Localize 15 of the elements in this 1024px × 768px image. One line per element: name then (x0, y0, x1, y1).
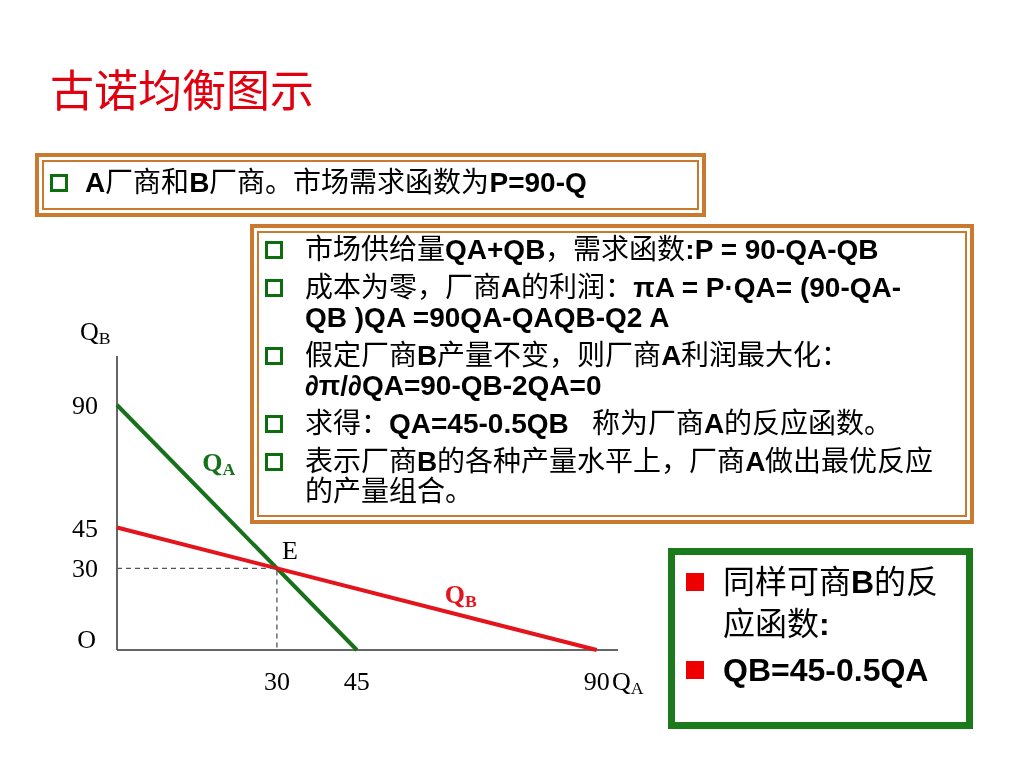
annotation: E (281, 536, 298, 566)
series-label: Q$_{B}$ (444, 580, 478, 612)
x-tick-label: 45 (343, 667, 370, 696)
text: O (77, 625, 96, 654)
x-tick-label: 30 (263, 667, 290, 696)
y-axis-title: Q$_{B}$ (80, 317, 111, 348)
y-tick-label: 30 (72, 554, 98, 584)
x-tick-label: 90 (583, 667, 610, 696)
y-tick-label: 45 (72, 513, 98, 543)
x-axis-title: Q$_{A}$ (612, 667, 644, 698)
text: 市场供给量QA+QB，需求函数:P = 90-QA-QB (305, 234, 879, 265)
legend-label: Q$_{A}$ (202, 448, 236, 480)
chart-title: 古诺均衡图示 (50, 65, 314, 119)
annotation: 求得：QA=45-0.5QB 称为厂商A的反应函数。 (305, 408, 893, 439)
y-tick-label: 90 (72, 391, 98, 420)
